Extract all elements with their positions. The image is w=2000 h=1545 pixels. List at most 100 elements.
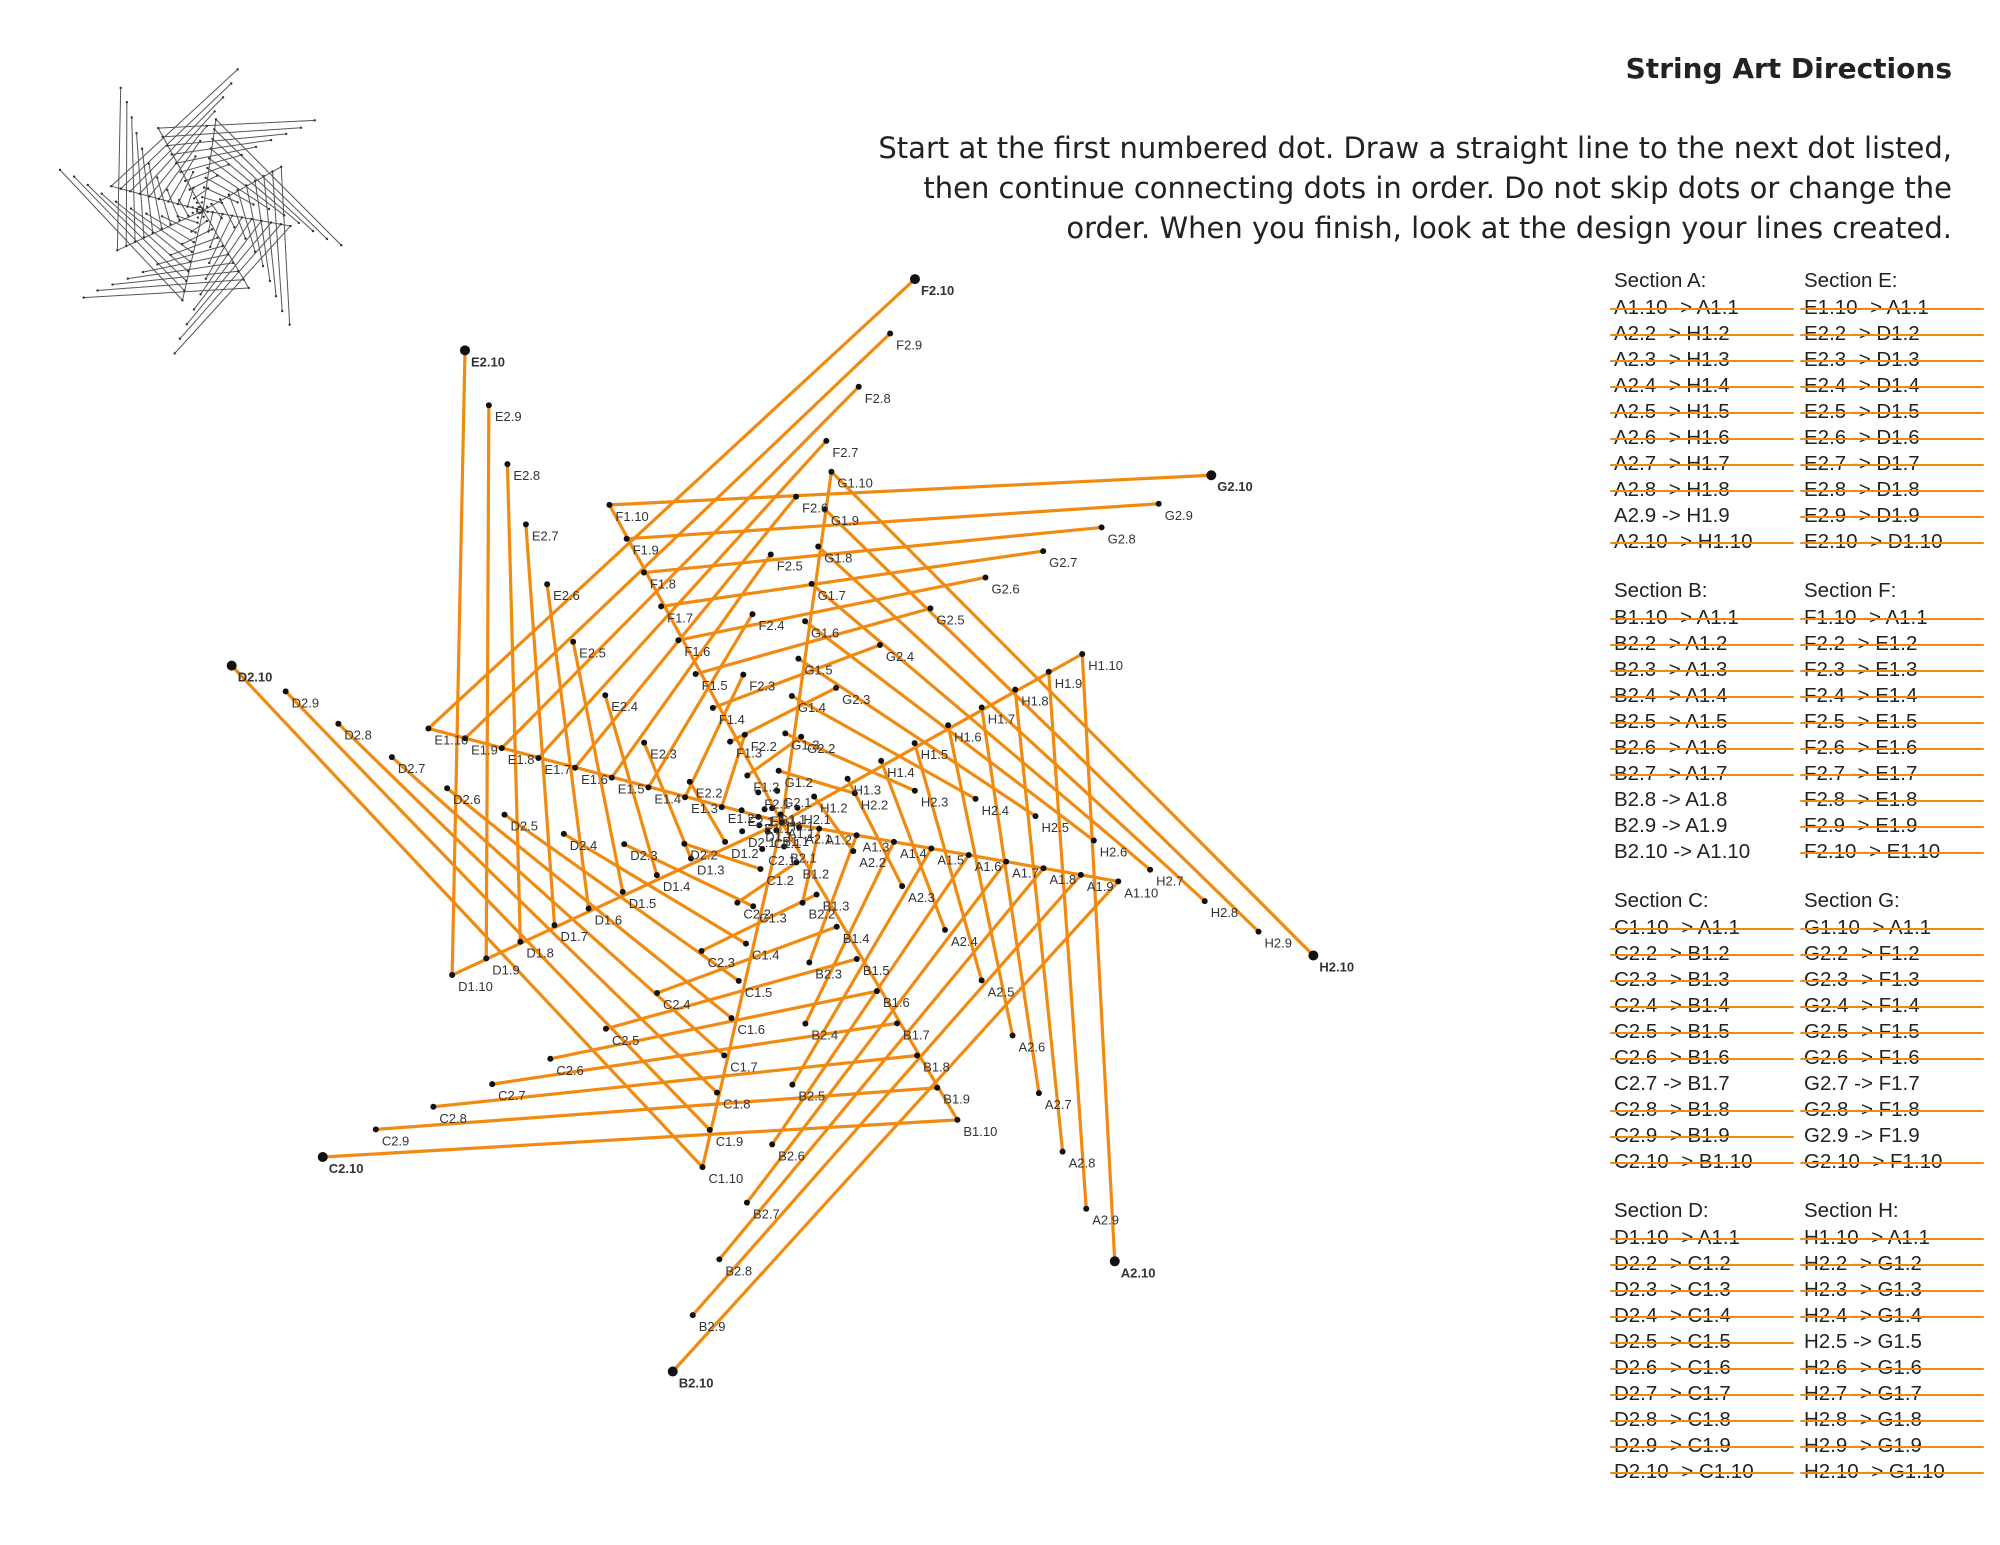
dot — [788, 693, 795, 700]
dot — [653, 872, 660, 879]
string-line — [625, 502, 1161, 541]
dot-label: E1.1 — [764, 821, 791, 836]
dot — [1003, 858, 1010, 865]
direction-step: H2.6 -> G1.6 — [1800, 1355, 1984, 1381]
thumbnail-dot — [157, 126, 160, 130]
dot — [388, 754, 395, 761]
string-line — [745, 735, 803, 778]
dot — [1109, 1256, 1120, 1267]
thumbnail-dot — [86, 183, 89, 187]
string-line — [607, 473, 1213, 507]
dot-label: E1.7 — [544, 762, 571, 777]
dot-label: C2.1 — [768, 853, 795, 868]
dot-label: E1.9 — [471, 742, 498, 757]
direction-step: D2.7 -> C1.7 — [1610, 1381, 1794, 1407]
thumbnail-line — [181, 228, 213, 245]
dot-label: F2.4 — [758, 618, 784, 633]
thumbnail-dot — [289, 224, 292, 228]
dot — [757, 866, 764, 873]
direction-step: F2.5 -> E1.5 — [1800, 709, 1984, 735]
dot — [909, 274, 920, 285]
dot — [806, 959, 813, 966]
dot — [796, 824, 803, 831]
thumbnail-dot — [233, 225, 236, 229]
thumbnail-dot — [221, 244, 224, 248]
string-line — [450, 348, 467, 977]
dot — [761, 806, 768, 813]
string-line — [230, 664, 705, 1169]
thumbnail-dot — [116, 249, 119, 252]
thumbnail-dot — [183, 289, 186, 292]
dot-label: B2.2 — [809, 907, 836, 922]
thumbnail-dot — [192, 186, 195, 190]
direction-step: B2.3 -> A1.3 — [1610, 657, 1794, 683]
section-heading: Section A: — [1614, 269, 1707, 292]
dot-label: A2.8 — [1069, 1156, 1096, 1171]
thumbnail-line — [148, 163, 163, 229]
dot — [743, 1199, 750, 1206]
dot — [798, 733, 805, 740]
thumbnail-dot — [176, 214, 179, 218]
dot — [759, 845, 766, 852]
dot-label: H2.2 — [861, 797, 888, 812]
section-sectiona: Section A: A1.10 -> A1.1 A2.2 -> H1.2 A2.3 … — [1610, 268, 1794, 555]
direction-step: G2.4 -> F1.4 — [1800, 993, 1984, 1019]
dot-label: G1.6 — [811, 625, 839, 640]
dot — [1090, 837, 1097, 844]
dot-label: H1.8 — [1021, 694, 1048, 709]
string-line — [321, 1118, 960, 1159]
dot — [716, 1256, 723, 1263]
string-line — [980, 705, 1041, 1095]
thumbnail-dot — [142, 236, 146, 239]
dot-label: F2.7 — [832, 445, 858, 460]
dot-label: G1.7 — [818, 588, 846, 603]
dot-label: F2.5 — [777, 558, 803, 573]
dot — [781, 843, 788, 850]
dot — [911, 740, 918, 747]
thumbnail-dot — [200, 201, 204, 204]
dot-label: A2.7 — [1045, 1097, 1072, 1112]
dot-label: F1.2 — [753, 779, 779, 794]
thumbnail-line — [186, 187, 194, 207]
dot — [1147, 866, 1154, 873]
thumbnail-dot — [299, 126, 303, 129]
string-line — [812, 794, 855, 853]
dot — [945, 722, 952, 729]
thumbnail-dot — [207, 230, 210, 233]
dot — [756, 822, 763, 829]
string-line — [699, 892, 819, 953]
dot-label: A1.1 — [788, 826, 815, 841]
thumbnail-dot — [140, 147, 144, 150]
string-line — [610, 552, 773, 780]
dot-label: B1.10 — [963, 1124, 997, 1139]
dot — [927, 605, 934, 612]
thumbnail-dot — [192, 308, 196, 311]
dot — [890, 838, 897, 845]
direction-step: D2.10 -> C1.10 — [1610, 1459, 1794, 1485]
thumbnail-dot — [129, 190, 132, 193]
section-heading: Section D: — [1614, 1199, 1709, 1222]
thumbnail-dot — [145, 212, 148, 215]
dot-label: G1.1 — [778, 812, 806, 827]
instruction-line: order. When you finish, look at the desi… — [1066, 211, 1952, 245]
section-sectiong: Section G: G1.10 -> A1.1 G2.2 -> F1.2 G2.3 … — [1800, 888, 1984, 1175]
thumbnail-line — [117, 210, 204, 251]
thumbnail-line — [127, 262, 234, 280]
dot — [226, 660, 237, 671]
thumbnail-dot — [198, 211, 201, 215]
thumbnail-line — [228, 194, 246, 239]
dot-label: B2.4 — [811, 1028, 838, 1043]
thumbnail-dot — [227, 163, 230, 166]
dot-label: E2.2 — [696, 786, 723, 801]
thumbnail-dot — [297, 221, 301, 225]
dot — [1255, 928, 1262, 935]
thumbnail-dot — [220, 201, 224, 205]
thumbnail-line — [186, 222, 272, 325]
thumbnail-line — [177, 171, 194, 205]
thumbnail-dot — [148, 195, 151, 198]
dot — [764, 828, 771, 835]
string-line — [946, 723, 1015, 1038]
string-line — [682, 842, 763, 871]
thumbnail-dot — [216, 236, 219, 239]
instruction-line: then continue connecting dots in order. … — [923, 171, 1952, 205]
